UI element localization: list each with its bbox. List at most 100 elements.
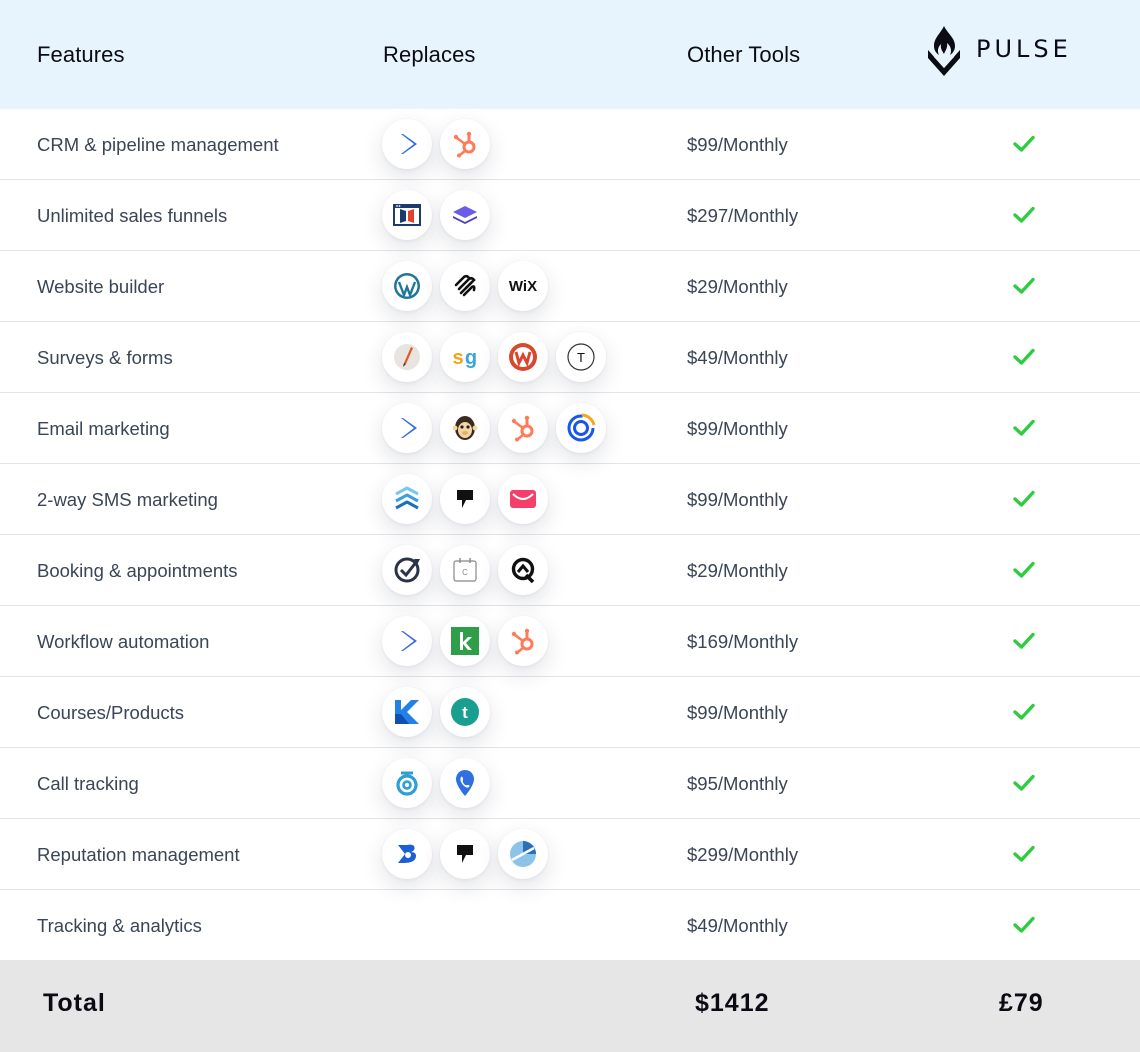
svg-text:g: g	[465, 347, 477, 369]
sms-envelope-icon	[498, 474, 548, 524]
svg-text:t: t	[462, 703, 468, 722]
replaced-tools-logos	[382, 616, 556, 666]
keap-icon	[440, 616, 490, 666]
svg-text:s: s	[452, 347, 463, 369]
hubspot-icon	[498, 616, 548, 666]
sms-chevrons-icon	[382, 474, 432, 524]
other-tools-price: $99/Monthly	[687, 701, 788, 723]
svg-text:T: T	[577, 350, 585, 365]
other-tools-price: $29/Monthly	[687, 559, 788, 581]
constant-contact-icon	[556, 403, 606, 453]
layers-icon	[440, 190, 490, 240]
comparison-rows: CRM & pipeline management $99/Monthly Unli…	[0, 109, 1140, 961]
pulse-flame-logo-icon	[928, 26, 960, 76]
feature-label: Website builder	[37, 275, 165, 297]
feature-label: Email marketing	[37, 417, 170, 439]
checkmark-icon	[1012, 204, 1036, 226]
other-tools-column-header: Other Tools	[687, 41, 801, 67]
checkmark-icon	[1012, 346, 1036, 368]
teachable-icon: t	[440, 687, 490, 737]
activecampaign-icon	[382, 403, 432, 453]
other-tools-total: $1412	[695, 988, 770, 1017]
wix-icon: WiX	[498, 261, 548, 311]
q-scheduler-icon	[498, 545, 548, 595]
calendly-icon: C	[440, 545, 490, 595]
feature-label: CRM & pipeline management	[37, 133, 279, 155]
other-tools-price: $169/Monthly	[687, 630, 799, 652]
checkmark-icon	[1012, 559, 1036, 581]
podium-icon	[440, 829, 490, 879]
acuity-icon	[382, 545, 432, 595]
feature-label: Booking & appointments	[37, 559, 238, 581]
mailchimp-icon	[440, 403, 490, 453]
svg-text:WiX: WiX	[509, 278, 537, 295]
other-tools-price: $95/Monthly	[687, 772, 788, 794]
table-row: Email marketing $99/Monthly	[0, 393, 1140, 464]
feature-label: Tracking & analytics	[37, 914, 202, 936]
checkmark-icon	[1012, 133, 1036, 155]
features-column-header: Features	[37, 41, 125, 67]
feature-label: Reputation management	[37, 843, 240, 865]
yext-icon	[498, 829, 548, 879]
feature-label: Courses/Products	[37, 701, 185, 723]
total-row: Total $1412 £79	[0, 960, 1140, 1052]
feature-label: Call tracking	[37, 772, 139, 794]
pulse-brand-name: PULSE	[976, 35, 1072, 63]
pulse-brand: PULSE	[926, 24, 1072, 78]
other-tools-price: $99/Monthly	[687, 488, 788, 510]
table-row: Tracking & analytics $49/Monthly	[0, 890, 1140, 961]
table-row: 2-way SMS marketing $99/Monthly	[0, 464, 1140, 535]
other-tools-price: $297/Monthly	[687, 204, 799, 226]
wufoo-icon	[498, 332, 548, 382]
hubspot-icon	[498, 403, 548, 453]
squarespace-icon	[440, 261, 490, 311]
wordpress-icon	[382, 261, 432, 311]
hubspot-icon	[440, 119, 490, 169]
checkmark-icon	[1012, 630, 1036, 652]
table-row: Unlimited sales funnels $297/Monthly	[0, 180, 1140, 251]
pulse-total: £79	[999, 988, 1044, 1017]
other-tools-price: $49/Monthly	[687, 346, 788, 368]
table-header: Features Replaces Other Tools PULSE	[0, 0, 1140, 109]
jotform-pencil-icon	[382, 332, 432, 382]
replaces-column-header: Replaces	[383, 41, 476, 67]
replaced-tools-logos	[382, 758, 498, 808]
other-tools-price: $49/Monthly	[687, 914, 788, 936]
table-row: Courses/Products t $99/Monthly	[0, 677, 1140, 748]
table-row: Reputation management $299/Monthly	[0, 819, 1140, 890]
checkmark-icon	[1012, 275, 1036, 297]
checkmark-icon	[1012, 914, 1036, 936]
activecampaign-icon	[382, 616, 432, 666]
checkmark-icon	[1012, 843, 1036, 865]
table-row: Surveys & forms s g T $49/Monthly	[0, 322, 1140, 393]
other-tools-price: $299/Monthly	[687, 843, 799, 865]
activecampaign-icon	[382, 119, 432, 169]
replaced-tools-logos	[382, 829, 556, 879]
feature-label: 2-way SMS marketing	[37, 488, 218, 510]
table-row: CRM & pipeline management $99/Monthly	[0, 109, 1140, 180]
replaced-tools-logos	[382, 403, 614, 453]
replaced-tools-logos	[382, 119, 498, 169]
checkmark-icon	[1012, 417, 1036, 439]
replaced-tools-logos: t	[382, 687, 498, 737]
table-row: Call tracking $95/Monthly	[0, 748, 1140, 819]
replaced-tools-logos: WiX	[382, 261, 556, 311]
replaced-tools-logos	[382, 190, 498, 240]
feature-label: Workflow automation	[37, 630, 210, 652]
birdeye-icon	[382, 829, 432, 879]
checkmark-icon	[1012, 701, 1036, 723]
replaced-tools-logos: C	[382, 545, 556, 595]
phone-pin-icon	[440, 758, 490, 808]
feature-label: Unlimited sales funnels	[37, 204, 228, 226]
checkmark-icon	[1012, 772, 1036, 794]
replaced-tools-logos	[382, 474, 556, 524]
clickfunnels-icon	[382, 190, 432, 240]
table-row: Booking & appointments C $29/Monthly	[0, 535, 1140, 606]
checkmark-icon	[1012, 488, 1036, 510]
svg-text:C: C	[462, 568, 468, 577]
feature-label: Surveys & forms	[37, 346, 173, 368]
table-row: Workflow automation $169/Monthly	[0, 606, 1140, 677]
podium-icon	[440, 474, 490, 524]
callrail-icon	[382, 758, 432, 808]
